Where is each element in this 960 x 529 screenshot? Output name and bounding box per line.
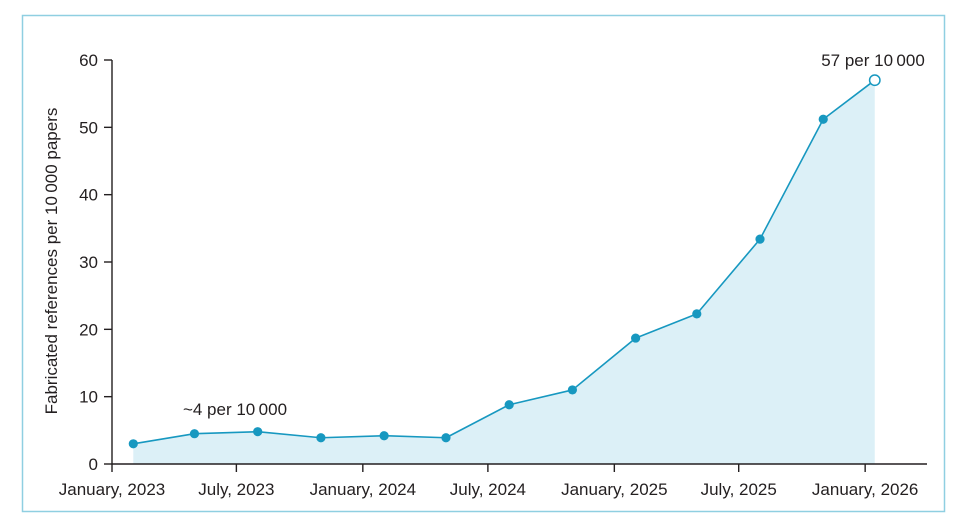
- y-tick-label: 60: [79, 51, 98, 70]
- x-tick-label: January, 2024: [310, 480, 416, 499]
- data-point: [379, 431, 389, 441]
- y-tick-label: 40: [79, 186, 98, 205]
- area-fill: [133, 80, 875, 464]
- data-point: [755, 234, 765, 244]
- data-point: [189, 429, 200, 439]
- x-tick-label: July, 2025: [701, 480, 777, 499]
- x-tick-label: January, 2023: [59, 480, 165, 499]
- data-point-open: [868, 74, 881, 87]
- data-point: [631, 333, 641, 343]
- data-point: [692, 309, 702, 319]
- y-tick-label: 30: [79, 253, 98, 272]
- y-axis-title: Fabricated references per 10 000 papers: [42, 108, 61, 415]
- x-tick-label: July, 2024: [450, 480, 526, 499]
- y-tick-label: 50: [79, 118, 98, 137]
- x-tick-label: January, 2025: [561, 480, 667, 499]
- data-point: [504, 400, 514, 410]
- data-point: [253, 427, 263, 437]
- data-point: [818, 114, 828, 124]
- annotation-latest-level: 57 per 10 000: [821, 51, 925, 70]
- data-point: [316, 433, 326, 443]
- data-point: [128, 439, 138, 449]
- y-tick-label: 20: [79, 320, 98, 339]
- annotation-early-level: ~4 per 10 000: [183, 400, 287, 419]
- plot-area: 0 10 20 30 40 50 60 January, 2023 July, 2023 Janu…: [59, 51, 927, 499]
- x-tick-label: January, 2026: [812, 480, 918, 499]
- data-point: [441, 433, 451, 443]
- data-point: [567, 385, 578, 395]
- x-tick-label: July, 2023: [198, 480, 274, 499]
- y-tick-label: 10: [79, 388, 98, 407]
- y-tick-label: 0: [89, 455, 98, 474]
